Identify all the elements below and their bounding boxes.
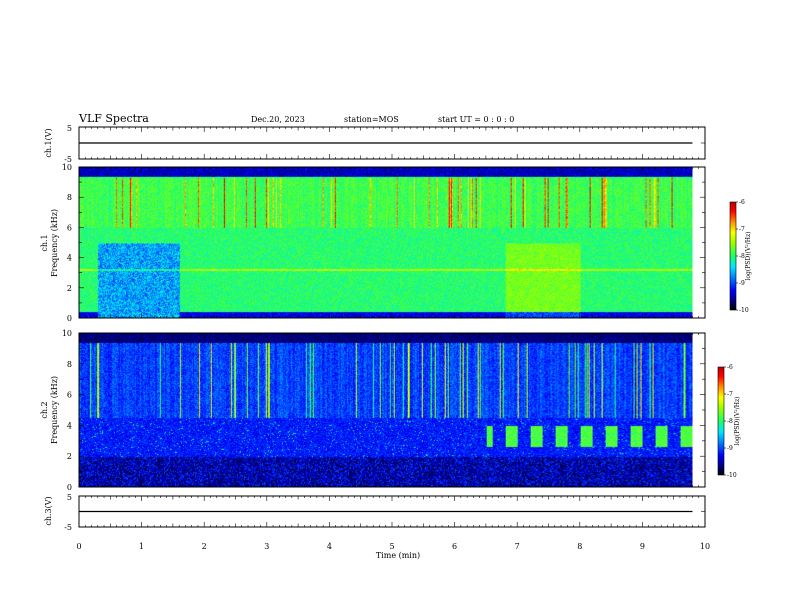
- y-tick-label: 5: [67, 493, 72, 502]
- colorbar-ch1: [730, 202, 736, 310]
- x-tick-label: 6: [452, 542, 457, 551]
- x-tick-label: 5: [389, 542, 394, 551]
- panel-ch1-voltage: 5 -5 ch.1(V): [44, 124, 706, 164]
- header-station: station=MOS: [344, 115, 399, 124]
- spectrogram-ch2: [79, 333, 693, 487]
- x-tick-label: 2: [202, 542, 207, 551]
- x-tick-label: 9: [640, 542, 645, 551]
- y-tick-label: 0: [67, 314, 72, 323]
- y-tick-label: 5: [67, 124, 72, 133]
- colorbar-tick-label: -9: [739, 280, 745, 287]
- x-tick-labels: 0 1 2 3 4 5 6 7 8 9 10: [76, 542, 710, 551]
- panel-ticks: [78, 332, 706, 488]
- y-tick-label: 0: [67, 483, 72, 492]
- y-tick-label: 8: [67, 360, 72, 369]
- panel-ticks: [78, 495, 706, 528]
- x-tick-label: 8: [577, 542, 582, 551]
- x-tick-label: 10: [700, 542, 710, 551]
- colorbar-tick-label: -7: [739, 226, 745, 233]
- colorbar-tick-label: -6: [727, 364, 733, 371]
- header-date: Dec.20, 2023: [251, 115, 305, 124]
- y-tick-labels: 0 2 4 6 8 10: [62, 163, 72, 323]
- y-tick-labels: 0 2 4 6 8 10: [62, 329, 72, 492]
- y-tick-label: 2: [67, 284, 72, 293]
- y-axis-label-channel: ch.1: [40, 234, 49, 251]
- x-axis-label: Time (min): [376, 551, 420, 560]
- y-tick-label: 6: [67, 391, 72, 400]
- y-tick-label: -5: [64, 155, 72, 164]
- colorbar-tick-label: -10: [739, 307, 749, 314]
- y-axis-label-channel: ch.2: [40, 401, 49, 418]
- y-tick-label: 2: [67, 452, 72, 461]
- header-start-time: start UT = 0 : 0 : 0: [438, 115, 514, 124]
- x-tick-label: 0: [76, 542, 81, 551]
- colorbar-ticks: -6 -7 -8 -9 -10: [724, 364, 737, 479]
- panel-ch1-spectrogram: 0 2 4 6 8 10 ch.1 Frequency (kHz) -6 -7 -8 -9 -10…: [40, 163, 752, 323]
- y-axis-label-frequency: Frequency (kHz): [50, 376, 59, 444]
- colorbar-tick-label: -10: [727, 472, 737, 479]
- colorbar-tick-label: -7: [727, 391, 733, 398]
- figure-title: VLF Spectra: [78, 112, 149, 125]
- y-tick-label: 10: [62, 329, 72, 338]
- colorbar-tick-label: -6: [739, 199, 745, 206]
- y-tick-label: 10: [62, 163, 72, 172]
- y-tick-label: 8: [67, 193, 72, 202]
- y-axis-label: ch.1(V): [44, 128, 53, 157]
- colorbar-tick-label: -8: [727, 418, 733, 425]
- header: VLF Spectra Dec.20, 2023 station=MOS sta…: [78, 112, 514, 125]
- y-tick-label: 4: [67, 254, 72, 263]
- panel-ticks: [78, 166, 706, 319]
- colorbar-ch2: [718, 367, 724, 475]
- x-tick-label: 7: [515, 542, 520, 551]
- colorbar-label: log(PSD)(V2/Hz): [733, 397, 742, 446]
- colorbar-label: log(PSD)(V2/Hz): [744, 232, 753, 281]
- x-tick-label: 1: [139, 542, 144, 551]
- x-tick-label: 3: [264, 542, 269, 551]
- panel-ch3-voltage: 5 -5 ch.3(V): [44, 493, 706, 532]
- y-axis-label: ch.3(V): [44, 496, 53, 525]
- y-tick-label: 6: [67, 223, 72, 232]
- y-tick-label: -5: [64, 523, 72, 532]
- y-axis-label-frequency: Frequency (kHz): [50, 209, 59, 277]
- colorbar-ticks: -6 -7 -8 -9 -10: [736, 199, 749, 314]
- spectrogram-ch1: [79, 167, 693, 318]
- panel-ch2-spectrogram: 0 2 4 6 8 10 ch.2 Frequency (kHz) -6 -7 -8 -9 -10…: [40, 329, 741, 492]
- colorbar-tick-label: -9: [727, 445, 733, 452]
- panel-ticks: [78, 126, 706, 160]
- x-tick-label: 4: [327, 542, 332, 551]
- colorbar-tick-label: -8: [739, 253, 745, 260]
- y-tick-label: 4: [67, 421, 72, 430]
